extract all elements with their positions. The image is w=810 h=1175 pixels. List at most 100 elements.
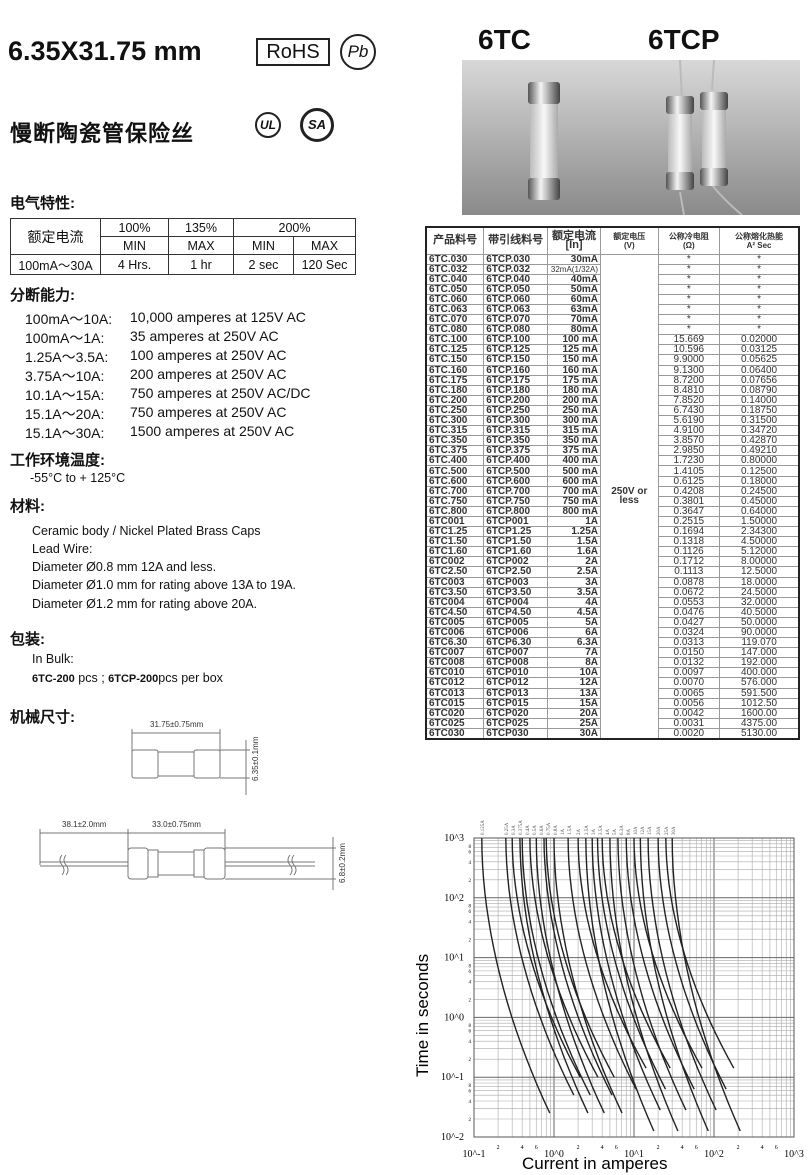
part-number: 6TC.080: [425, 324, 485, 336]
rated-current: 63mA: [547, 303, 602, 316]
packing-bulk: In Bulk:: [32, 652, 74, 666]
cold-resistance: 10.596: [657, 344, 721, 356]
lead-part-number: 6TCP.040: [483, 273, 549, 285]
y-minor-tick-label: 2: [469, 1118, 472, 1123]
melting-i2t: *: [719, 283, 800, 295]
y-axis-title: Time in seconds: [413, 954, 432, 1077]
melting-i2t: 0.06400: [719, 364, 800, 376]
fuse-curve: [577, 837, 647, 1069]
melting-i2t: 0.18750: [719, 404, 800, 417]
part-number: 6TC.400: [425, 455, 485, 467]
part-number: 6TC.040: [425, 273, 485, 285]
rated-current: 300 mA: [547, 414, 602, 427]
breaking-range: 1.25A～3.5A:: [25, 349, 109, 365]
rated-current: 700 mA: [547, 485, 602, 497]
fuse-photo: [462, 60, 800, 215]
fuse-curve: [567, 837, 637, 1090]
y-tick-label: 10^-2: [441, 1132, 464, 1143]
cold-resistance: 9.1300: [657, 364, 721, 376]
product-subtitle: 慢断陶瓷管保险丝: [10, 121, 195, 146]
melting-i2t: *: [719, 324, 800, 336]
rated-current: 7A: [547, 647, 602, 659]
material-line: Lead Wire:: [32, 542, 93, 556]
rated-current: 10A: [547, 667, 602, 679]
rated-current: 175 mA: [547, 374, 602, 386]
material-line: Diameter Ø0.8 mm 12A and less.: [32, 560, 217, 574]
table-row: 6TC.700 6TCP.700 700 mA 0.4208 0.24500: [425, 485, 800, 497]
column-header: 额定电压 (V): [600, 226, 659, 255]
x-tick-label: 10^1: [624, 1149, 644, 1160]
part-number: 6TC.030: [425, 253, 485, 265]
part-number: 6TC.700: [425, 485, 485, 497]
melting-i2t: *: [719, 253, 800, 265]
lead-part-number: 6TCP.800: [483, 505, 549, 517]
breaking-range: 100mA～10A:: [25, 311, 113, 327]
lead-part-number: 6TCP030: [483, 727, 549, 740]
melting-i2t: *: [719, 293, 800, 305]
lead-part-number: 6TCP.500: [483, 465, 549, 477]
packing-6tcp: 6TCP-200: [108, 673, 159, 685]
melting-i2t: *: [719, 263, 800, 275]
cold-resistance: 0.0672: [657, 586, 721, 598]
y-minor-tick-label: 6: [469, 1030, 472, 1035]
melting-i2t: *: [719, 303, 800, 316]
curve-rating-label: 0.75A: [547, 822, 552, 835]
melting-i2t: 0.80000: [719, 455, 800, 467]
y-minor-tick-label: 6: [469, 850, 472, 855]
curve-rating-label: 4A: [606, 829, 611, 836]
fuse-curve: [625, 837, 695, 1090]
rated-current: 4.5A: [547, 606, 602, 618]
x-minor-tick-label: 4: [601, 1145, 604, 1151]
curve-rating-label: 0.125A: [481, 820, 486, 835]
rated-current: 30A: [547, 727, 602, 740]
part-number: 6TC.500: [425, 465, 485, 477]
lead-part-number: 6TCP1.60: [483, 546, 549, 558]
rated-current: 750 mA: [547, 495, 602, 507]
rated-current: 5A: [547, 616, 602, 628]
melting-i2t: 0.18000: [719, 475, 800, 487]
cold-resistance: 0.0324: [657, 626, 721, 639]
y-minor-tick-label: 6: [469, 970, 472, 975]
fuse-curve: [545, 837, 615, 1078]
diameter-label: 6.35±0.1mm: [251, 736, 260, 781]
cold-resistance: 6.7430: [657, 404, 721, 417]
lead-part-number: 6TCP.250: [483, 404, 549, 417]
part-number: 6TC010: [425, 667, 485, 679]
y-minor-tick-label: 8: [469, 845, 472, 850]
lead-part-number: 6TCP6.30: [483, 637, 549, 649]
melting-i2t: 0.12500: [719, 465, 800, 477]
x-axis-title: Current in amperes: [522, 1154, 668, 1173]
cold-resistance: 9.9000: [657, 354, 721, 366]
curve-rating-label: 8A: [627, 829, 632, 836]
fuse-curve: [609, 837, 679, 1132]
min-label: MIN: [100, 236, 169, 255]
time-current-chart: 10^-1 2 4 6 10^0 2 4 6 10^1 2 4 6 10^2 2 4 6 10^3 10^3 2 4 6…: [413, 820, 804, 1173]
rated-current: 315 mA: [547, 425, 602, 437]
cold-resistance: 0.0476: [657, 606, 721, 618]
lead-part-number: 6TCP.050: [483, 283, 549, 295]
pct-135: 135%: [168, 218, 234, 237]
table-row: 6TC.500 6TCP.500 500 mA 1.4105 0.12500: [425, 465, 800, 477]
part-number: 6TC008: [425, 657, 485, 669]
column-header: 产品料号: [425, 226, 485, 255]
model-6tc: 6TC: [478, 24, 531, 55]
curve-rating-label: 10A: [634, 826, 639, 835]
breaking-range: 3.75A～10A:: [25, 368, 105, 384]
lead-part-number: 6TCP.700: [483, 485, 549, 497]
rated-current: 1.5A: [547, 536, 602, 548]
lead-part-number: 6TCP001: [483, 515, 549, 528]
temperature-heading: 工作环境温度:: [10, 452, 105, 469]
x-minor-tick-label: 6: [775, 1145, 778, 1151]
cold-resistance: 0.1113: [657, 566, 721, 578]
melting-i2t: 2.34300: [719, 526, 800, 538]
part-number: 6TC.315: [425, 425, 485, 437]
lead-part-number: 6TCP.125: [483, 344, 549, 356]
rated-current: 1A: [547, 515, 602, 528]
table-row: 6TC015 6TCP015 15A 0.0056 1012.50: [425, 697, 800, 709]
dimensions-heading: 机械尺寸:: [10, 709, 75, 726]
x-minor-tick-label: 6: [615, 1145, 618, 1151]
material-line: Diameter Ø1.0 mm for rating above 13A to…: [32, 578, 297, 592]
fuse-curve: [511, 837, 581, 1078]
rated-current: 180 mA: [547, 384, 602, 396]
y-tick-label: 10^-1: [441, 1072, 464, 1083]
